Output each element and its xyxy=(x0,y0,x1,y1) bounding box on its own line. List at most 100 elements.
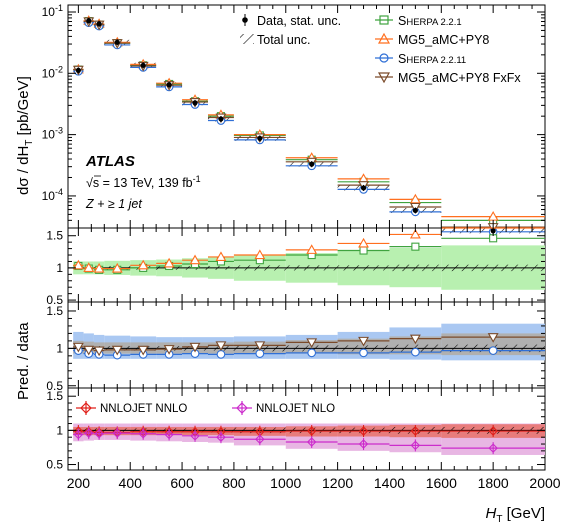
data-point xyxy=(257,135,263,141)
ratio-y-tick-label: 1.5 xyxy=(46,229,63,243)
legend-sherpa-2211-label: SHERPA 2.2.11 xyxy=(398,52,466,66)
y-tick-label: 10-1 xyxy=(42,3,63,19)
mg5-amc-py8-marker xyxy=(409,193,421,204)
legend-total-entry: Total unc. xyxy=(240,33,311,47)
x-tick-label: 1200 xyxy=(322,475,353,491)
nnlojet-nlo-ratio-marker xyxy=(83,428,94,438)
mg5-amc-py8-ratio-marker xyxy=(215,251,227,262)
nnlojet-nlo-ratio-marker xyxy=(138,429,148,439)
y-tick-label: 10-2 xyxy=(42,64,63,80)
mg5-amc-py8-ratio-marker xyxy=(409,228,421,239)
x-tick-label: 1600 xyxy=(426,475,457,491)
data-marker-icon xyxy=(242,17,248,23)
ratio-y-tick-label: 1 xyxy=(56,423,63,437)
mg5-amc-py8-fxfx-ratio-marker xyxy=(306,338,318,349)
data-point xyxy=(218,116,224,122)
legend-total-label: Total unc. xyxy=(257,33,311,47)
nnlojet-nnlo-ratio-marker xyxy=(358,426,369,436)
sherpa-2-2-11-ratio-marker xyxy=(411,347,420,357)
data-point xyxy=(86,18,92,24)
mg5-amc-py8-ratio-marker xyxy=(137,259,149,270)
main-panel: 10-1 10-2 10-3 10-4 dσ / dHT [pb/GeV] Data,… xyxy=(15,3,546,237)
legend-sherpa-221-label: SHERPA 2.2.1 xyxy=(398,14,462,28)
legend-mg5-entry: MG5_aMC+PY8 xyxy=(375,32,489,47)
x-tick-label: 2000 xyxy=(529,475,560,491)
mg5-amc-py8-ratio-marker xyxy=(72,259,84,270)
ratio-y-tick-label: 1.5 xyxy=(46,304,63,318)
ratio-y-axis-label: Pred. / data xyxy=(15,322,32,400)
main-plot-area xyxy=(72,15,545,237)
mg5-amc-py8-fxfx-ratio-marker xyxy=(409,334,421,345)
legend-mg5-label: MG5_aMC+PY8 xyxy=(398,33,489,47)
mg5-amc-py8-fxfx-ratio-marker xyxy=(163,345,175,355)
mg5-amc-py8-ratio-marker xyxy=(358,237,369,248)
nnlojet-nnlo-ratio-marker xyxy=(306,426,317,436)
main-y-ticks: 10-1 10-2 10-3 10-4 xyxy=(42,3,545,229)
legend-nnlojet: NNLOJET NNLO NNLOJET NLO xyxy=(76,401,335,415)
ratio-y-tick-label: 0.5 xyxy=(46,379,63,393)
data-point xyxy=(192,100,198,106)
data-point xyxy=(166,82,172,88)
selection-label: Z + ≥ 1 jet xyxy=(85,197,142,211)
blue-circle-marker-icon xyxy=(379,53,389,63)
sherpa-2-2-11-ratio-marker xyxy=(359,348,368,358)
nnlojet-nlo-ratio-marker xyxy=(73,429,84,440)
mg5-amc-py8-ratio-marker xyxy=(189,254,201,265)
mg5-amc-py8-fxfx-ratio-marker xyxy=(111,345,123,356)
y-tick-label: 10-3 xyxy=(42,126,63,142)
ratio2-plot-area xyxy=(68,323,545,361)
sherpa-2-2-11-ratio-marker xyxy=(488,346,498,355)
data-point xyxy=(412,207,418,214)
data-point xyxy=(75,67,81,73)
legend-data-label: Data, stat. unc. xyxy=(257,14,341,28)
svg-text:√s = 13 TeV, 139 fb-1: √s = 13 TeV, 139 fb-1 xyxy=(86,174,201,190)
ratio-panel-sherpa221-mg5: 0.5 1 1.5 xyxy=(46,227,546,307)
mg5-amc-py8-fxfx-ratio-marker xyxy=(358,336,369,347)
nnlojet-nnlo-ratio-marker xyxy=(488,426,498,436)
ratio-y-tick-label: 1.5 xyxy=(46,389,63,403)
legend-fxfx-entry: MG5_aMC+PY8 FxFx xyxy=(375,71,521,85)
data-point xyxy=(114,39,120,45)
legend-nlo-entry: NNLOJET NLO xyxy=(232,401,335,415)
brown-triangle-down-marker-icon xyxy=(377,72,391,84)
mg5-amc-py8-ratio-marker xyxy=(83,262,95,272)
legend-fxfx-label: MG5_aMC+PY8 FxFx xyxy=(398,71,521,85)
orange-triangle-marker-icon xyxy=(377,32,391,44)
mg5-amc-py8-fxfx-ratio-marker xyxy=(189,342,201,353)
nnlojet-nlo-ratio-marker xyxy=(94,429,104,439)
mg5-amc-py8-ratio-marker xyxy=(111,262,123,273)
data-point xyxy=(96,21,102,27)
y-tick-label: 10-4 xyxy=(42,187,63,203)
x-tick-label: 800 xyxy=(222,475,246,491)
magenta-star-marker-icon xyxy=(236,402,248,414)
nnlojet-nlo-ratio-marker xyxy=(255,434,265,445)
x-axis-label: HT [GeV] xyxy=(486,505,545,525)
nnlojet-nlo-ratio-marker xyxy=(488,443,498,453)
ratio1-y-ticks: 0.5 1 1.5 xyxy=(46,229,545,307)
ratio2-y-ticks: 0.5 1 1.5 xyxy=(46,304,545,393)
main-y-axis-label: dσ / dHT [pb/GeV] xyxy=(15,76,35,195)
nnlojet-nlo-ratio-marker xyxy=(190,431,200,441)
x-tick-label: 1400 xyxy=(374,475,405,491)
sherpa-2-2-1-ratio-marker xyxy=(359,246,368,255)
sherpa-2-2-11-ratio-marker xyxy=(307,348,317,358)
data-point xyxy=(140,62,146,68)
mg5-amc-py8-fxfx-ratio-marker xyxy=(137,345,149,356)
sherpa-2-2-11-ratio-marker xyxy=(216,349,226,359)
legend-nnlo-label: NNLOJET NNLO xyxy=(100,403,187,415)
sqrt-symbol: √ xyxy=(86,176,93,190)
ratio3-y-ticks: 0.5 1 1.5 xyxy=(46,389,545,472)
ratio-y-tick-label: 1 xyxy=(56,341,63,355)
atlas-label: ATLAS xyxy=(85,153,135,170)
mg5-amc-py8-fxfx-ratio-marker xyxy=(83,345,95,356)
mg5-amc-py8-fxfx-ratio-marker xyxy=(487,333,499,343)
legend-sherpa-2211-entry: SHERPA 2.2.11 xyxy=(375,52,466,66)
mg5-amc-py8-fxfx-ratio-marker xyxy=(93,346,105,357)
legend: Data, stat. unc. Total unc. SHERPA 2.2.1… xyxy=(240,14,521,85)
mg5-amc-py8-ratio-marker xyxy=(254,249,266,260)
x-tick-label: 1000 xyxy=(270,475,301,491)
nnlojet-nlo-ratio-marker xyxy=(358,439,369,449)
ratio-panel-nnlojet: 0.5 1 1.5 NNLOJET NNLO NNLOJET NLO xyxy=(46,387,546,472)
nnlojet-nlo-ratio-marker xyxy=(306,437,317,447)
